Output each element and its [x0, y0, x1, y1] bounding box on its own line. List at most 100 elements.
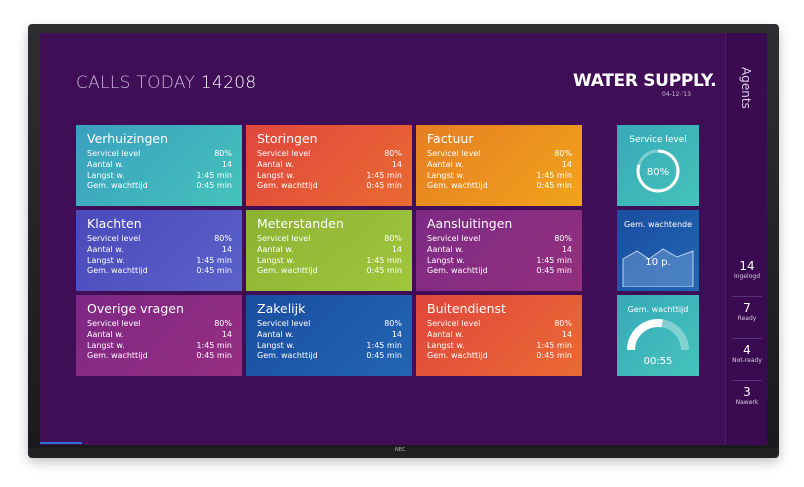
tile-row-value: 80% [214, 319, 232, 328]
tile-row-value: 1:45 min [366, 340, 402, 350]
tile-row-longest-wait: Langst w. 1:45 min [87, 341, 232, 352]
queue-tile[interactable]: Factuur Servicel level 80% Aantal w. 14 … [416, 125, 582, 206]
wait-time-label: Gem. wachttijd [627, 305, 689, 314]
queue-tile[interactable]: Klachten Servicel level 80% Aantal w. 14… [76, 210, 242, 291]
tile-row-label: Langst w. [257, 170, 295, 180]
tile-row-service-level: Servicel level 80% [257, 319, 402, 330]
tile-row-average-wait: Gem. wachttijd 0:45 min [427, 266, 572, 277]
tile-row-value: 80% [554, 319, 572, 328]
tile-row-average-wait: Gem. wachttijd 0:45 min [257, 351, 402, 362]
tile-row-value: 14 [391, 329, 402, 339]
tile-row-value: 0:45 min [536, 181, 572, 191]
tile-name: Overige vragen [87, 301, 184, 316]
tile-row-value: 1:45 min [196, 170, 232, 180]
tile-row-value: 80% [384, 234, 402, 243]
agent-status-label: Ingelogd [733, 273, 761, 280]
tile-row-label: Aantal w. [427, 244, 464, 254]
tile-row-service-level: Servicel level 80% [427, 149, 572, 160]
date-label: 04-12-'13 [662, 91, 691, 98]
tile-row-label: Aantal w. [257, 244, 294, 254]
tile-row-value: 14 [561, 329, 572, 339]
tile-row-label: Aantal w. [87, 329, 124, 339]
queue-tile[interactable]: Verhuizingen Servicel level 80% Aantal w… [76, 125, 242, 206]
queue-tile[interactable]: Storingen Servicel level 80% Aantal w. 1… [246, 125, 412, 206]
water-supply-logo: WATER SUPPLY. [573, 71, 717, 91]
service-level-ring: 80% [636, 149, 680, 193]
tile-row-average-wait: Gem. wachttijd 0:45 min [257, 266, 402, 277]
tile-row-label: Servicel level [427, 149, 481, 158]
tile-row-average-wait: Gem. wachttijd 0:45 min [87, 181, 232, 192]
tile-row-value: 0:45 min [366, 351, 402, 361]
tile-row-value: 0:45 min [366, 266, 402, 276]
tile-row-label: Langst w. [87, 340, 125, 350]
tile-row-service-level: Servicel level 80% [87, 319, 232, 330]
service-level-value: 80% [647, 167, 669, 178]
tile-row-value: 80% [214, 149, 232, 158]
queue-tile[interactable]: Meterstanden Servicel level 80% Aantal w… [246, 210, 412, 291]
wait-time-card[interactable]: Gem. wachttijd 00:55 [617, 295, 699, 376]
tile-row-value: 1:45 min [536, 340, 572, 350]
tile-row-value: 14 [561, 244, 572, 254]
tile-row-service-level: Servicel level 80% [427, 234, 572, 245]
tile-row-label: Aantal w. [87, 244, 124, 254]
agents-title[interactable]: Agents [739, 67, 753, 109]
tile-row-value: 14 [391, 159, 402, 169]
tile-row-value: 0:45 min [196, 266, 232, 276]
tile-row-label: Gem. wachttijd [257, 351, 318, 361]
tile-row-count: Aantal w. 14 [87, 160, 232, 171]
tile-row-value: 1:45 min [536, 170, 572, 180]
queue-tile[interactable]: Aansluitingen Servicel level 80% Aantal … [416, 210, 582, 291]
tile-name: Verhuizingen [87, 131, 169, 146]
queue-tile[interactable]: Zakelijk Servicel level 80% Aantal w. 14… [246, 295, 412, 376]
agent-status-count: 4 [743, 343, 751, 357]
tile-row-longest-wait: Langst w. 1:45 min [87, 171, 232, 182]
tile-row-service-level: Servicel level 80% [87, 149, 232, 160]
agent-status-item[interactable]: 4 Not-ready [726, 343, 767, 364]
tile-row-value: 0:45 min [536, 351, 572, 361]
calls-count: 14208 [200, 73, 257, 93]
agent-status-item[interactable]: 7 Ready [726, 301, 767, 322]
agent-status-item[interactable]: 3 Nawerk [726, 385, 767, 406]
tile-row-label: Servicel level [257, 234, 311, 243]
sidebar-divider [732, 380, 762, 381]
tile-row-label: Aantal w. [427, 159, 464, 169]
tile-row-average-wait: Gem. wachttijd 0:45 min [87, 351, 232, 362]
tile-row-average-wait: Gem. wachttijd 0:45 min [427, 351, 572, 362]
tile-row-value: 1:45 min [196, 340, 232, 350]
tile-row-label: Langst w. [427, 255, 465, 265]
tile-row-average-wait: Gem. wachttijd 0:45 min [87, 266, 232, 277]
waiting-label: Gem. wachtende [623, 220, 693, 229]
agent-status-label: Not-ready [732, 357, 762, 364]
tile-row-value: 14 [221, 159, 232, 169]
tile-row-service-level: Servicel level 80% [257, 234, 402, 245]
tile-row-value: 14 [221, 329, 232, 339]
progress-accent-bar [40, 442, 82, 444]
tile-row-value: 14 [391, 244, 402, 254]
tile-row-count: Aantal w. 14 [427, 330, 572, 341]
tile-row-average-wait: Gem. wachttijd 0:45 min [257, 181, 402, 192]
tile-name: Zakelijk [257, 301, 306, 316]
wait-time-value: 00:55 [644, 356, 673, 367]
tile-row-value: 14 [221, 244, 232, 254]
waiting-card[interactable]: Gem. wachtende 10 p. [617, 210, 699, 291]
tile-name: Meterstanden [257, 216, 344, 231]
queue-tile[interactable]: Buitendienst Servicel level 80% Aantal w… [416, 295, 582, 376]
agent-status-item[interactable]: 14 Ingelogd [726, 259, 767, 280]
agent-status-count: 3 [743, 385, 751, 399]
service-level-card[interactable]: Service level 80% [617, 125, 699, 206]
agents-sidebar: Agents 14 Ingelogd 7 Ready 4 Not-ready 3 Na… [725, 33, 767, 445]
tile-row-longest-wait: Langst w. 1:45 min [87, 256, 232, 267]
tile-row-service-level: Servicel level 80% [87, 234, 232, 245]
queue-tile[interactable]: Overige vragen Servicel level 80% Aantal… [76, 295, 242, 376]
agent-status-count: 14 [739, 259, 755, 273]
tile-name: Buitendienst [427, 301, 506, 316]
sidebar-divider [732, 296, 762, 297]
tile-row-label: Gem. wachttijd [427, 351, 488, 361]
tile-row-count: Aantal w. 14 [87, 330, 232, 341]
tile-row-value: 1:45 min [196, 255, 232, 265]
waiting-value: 10 p. [645, 257, 670, 268]
tile-row-value: 0:45 min [366, 181, 402, 191]
tile-row-label: Servicel level [87, 149, 141, 158]
title-prefix: CALLS TODAY [76, 73, 196, 93]
tile-row-value: 80% [384, 319, 402, 328]
